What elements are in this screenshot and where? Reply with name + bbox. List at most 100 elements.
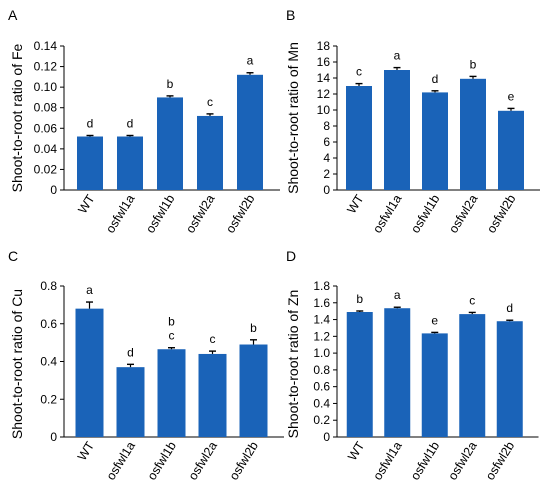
significance-letter: b bbox=[250, 321, 257, 335]
panel-c: C Shoot-to-root ratio of Cu 0 0.2 0.4 0.6 0.8 a… bbox=[8, 248, 284, 483]
panel-b: B Shoot-to-root ratio of Mn 0 2 4 6 8 10 12 14 16 1… bbox=[285, 7, 540, 236]
bar bbox=[496, 321, 523, 437]
bar bbox=[75, 308, 104, 437]
x-tick-label: osfwl2b bbox=[484, 192, 518, 235]
y-tick-label: 12 bbox=[317, 87, 331, 101]
bar bbox=[384, 308, 411, 437]
significance-letter: e bbox=[508, 89, 515, 103]
panel-a: A Shoot-to-root ratio of Fe 0 0.02 0.04 0.06 0… bbox=[8, 7, 280, 236]
y-tick-label: 18 bbox=[317, 39, 331, 53]
bar bbox=[422, 92, 448, 190]
bar bbox=[421, 333, 448, 437]
bar bbox=[117, 136, 143, 190]
y-tick-label: 0 bbox=[323, 430, 330, 444]
significance-letter: a bbox=[247, 54, 254, 68]
y-tick-label: 0.06 bbox=[34, 121, 58, 135]
significance-letter: d bbox=[127, 116, 134, 130]
significance-letter: b bbox=[168, 315, 175, 329]
y-tick-label: 0.2 bbox=[313, 413, 330, 427]
x-tick-label: osfwl1b bbox=[408, 439, 442, 482]
y-tick-label: 0.12 bbox=[34, 60, 58, 74]
significance-letter: c bbox=[207, 95, 213, 109]
significance-letter: c bbox=[469, 293, 475, 307]
x-tick-label: osfwl2b bbox=[223, 192, 257, 235]
y-tick-label: 16 bbox=[317, 55, 331, 69]
panel-letter: A bbox=[8, 7, 18, 23]
y-tick-label: 14 bbox=[317, 71, 331, 85]
significance-letter: c bbox=[356, 65, 362, 79]
y-tick-label: 1.4 bbox=[313, 313, 330, 327]
x-tick-label: osfwl2a bbox=[446, 192, 480, 235]
y-tick-label: 0.2 bbox=[40, 392, 57, 406]
y-axis-label: Shoot-to-root ratio of Zn bbox=[285, 290, 301, 439]
x-tick-label: osfwl1a bbox=[370, 439, 404, 482]
significance-letter: a bbox=[86, 283, 93, 297]
x-tick-label: osfwl1b bbox=[143, 192, 177, 235]
bar bbox=[239, 344, 268, 437]
bar bbox=[197, 115, 223, 190]
y-tick-label: 0.8 bbox=[40, 279, 57, 293]
y-tick-label: 0 bbox=[323, 183, 330, 197]
x-tick-label: osfwl2a bbox=[186, 439, 220, 482]
x-tick-label: osfwl2a bbox=[183, 192, 217, 235]
y-tick-label: 1.8 bbox=[313, 279, 330, 293]
x-tick-label: osfwl1a bbox=[103, 192, 137, 235]
y-tick-label: 0.08 bbox=[34, 101, 58, 115]
significance-letter: d bbox=[506, 301, 513, 315]
panel-letter: C bbox=[8, 248, 18, 264]
panel-d: D Shoot-to-root ratio of Zn 0 0.2 0.4 0.6 0.8 1… bbox=[285, 248, 539, 483]
y-tick-label: 1.2 bbox=[313, 329, 330, 343]
significance-letter: a bbox=[394, 288, 401, 302]
bar bbox=[346, 86, 372, 190]
x-tick-label: osfwl2b bbox=[227, 439, 261, 482]
y-tick-label: 0.4 bbox=[313, 396, 330, 410]
significance-letter: c bbox=[210, 332, 216, 346]
x-tick-label: WT bbox=[75, 439, 97, 463]
y-tick-label: 10 bbox=[317, 103, 331, 117]
y-tick-label: 1.0 bbox=[313, 346, 330, 360]
y-axis-label: Shoot-to-root ratio of Mn bbox=[285, 42, 301, 194]
significance-letter: e bbox=[431, 313, 438, 327]
bar bbox=[157, 97, 183, 190]
y-tick-label: 0.02 bbox=[34, 162, 58, 176]
y-tick-label: 0.6 bbox=[313, 380, 330, 394]
bar bbox=[157, 349, 186, 437]
y-tick-label: 0.6 bbox=[40, 317, 57, 331]
y-tick-label: 0.04 bbox=[34, 142, 58, 156]
bar bbox=[77, 136, 103, 190]
panel-letter: D bbox=[286, 248, 296, 264]
y-tick-label: 1.6 bbox=[313, 296, 330, 310]
significance-letter: c bbox=[169, 329, 175, 343]
y-tick-label: 0 bbox=[50, 183, 57, 197]
bar bbox=[498, 110, 524, 190]
x-tick-label: WT bbox=[345, 439, 367, 463]
x-tick-label: osfwl1a bbox=[370, 192, 404, 235]
panel-letter: B bbox=[286, 7, 295, 23]
y-tick-label: 0.4 bbox=[40, 355, 57, 369]
y-tick-label: 0.14 bbox=[34, 39, 58, 53]
x-tick-label: WT bbox=[75, 192, 97, 216]
bar bbox=[116, 367, 145, 437]
significance-letter: d bbox=[127, 345, 134, 359]
bar bbox=[459, 314, 486, 437]
y-tick-label: 2 bbox=[323, 167, 330, 181]
y-axis-label: Shoot-to-root ratio of Cu bbox=[9, 289, 25, 439]
significance-letter: d bbox=[87, 116, 94, 130]
x-tick-label: osfwl2b bbox=[483, 439, 517, 482]
x-tick-label: osfwl1b bbox=[408, 192, 442, 235]
bar bbox=[384, 70, 410, 190]
significance-letter: b bbox=[470, 57, 477, 71]
bar bbox=[460, 78, 486, 190]
x-tick-label: osfwl2a bbox=[445, 439, 479, 482]
significance-letter: b bbox=[167, 77, 174, 91]
x-tick-label: osfwl1a bbox=[104, 439, 138, 482]
significance-letter: b bbox=[356, 292, 363, 306]
bar bbox=[346, 312, 373, 437]
y-tick-label: 8 bbox=[323, 119, 330, 133]
y-tick-label: 6 bbox=[323, 135, 330, 149]
y-tick-label: 0.10 bbox=[34, 80, 58, 94]
y-tick-label: 4 bbox=[323, 151, 330, 165]
y-tick-label: 0 bbox=[50, 430, 57, 444]
y-axis-label: Shoot-to-root ratio of Fe bbox=[9, 43, 25, 192]
